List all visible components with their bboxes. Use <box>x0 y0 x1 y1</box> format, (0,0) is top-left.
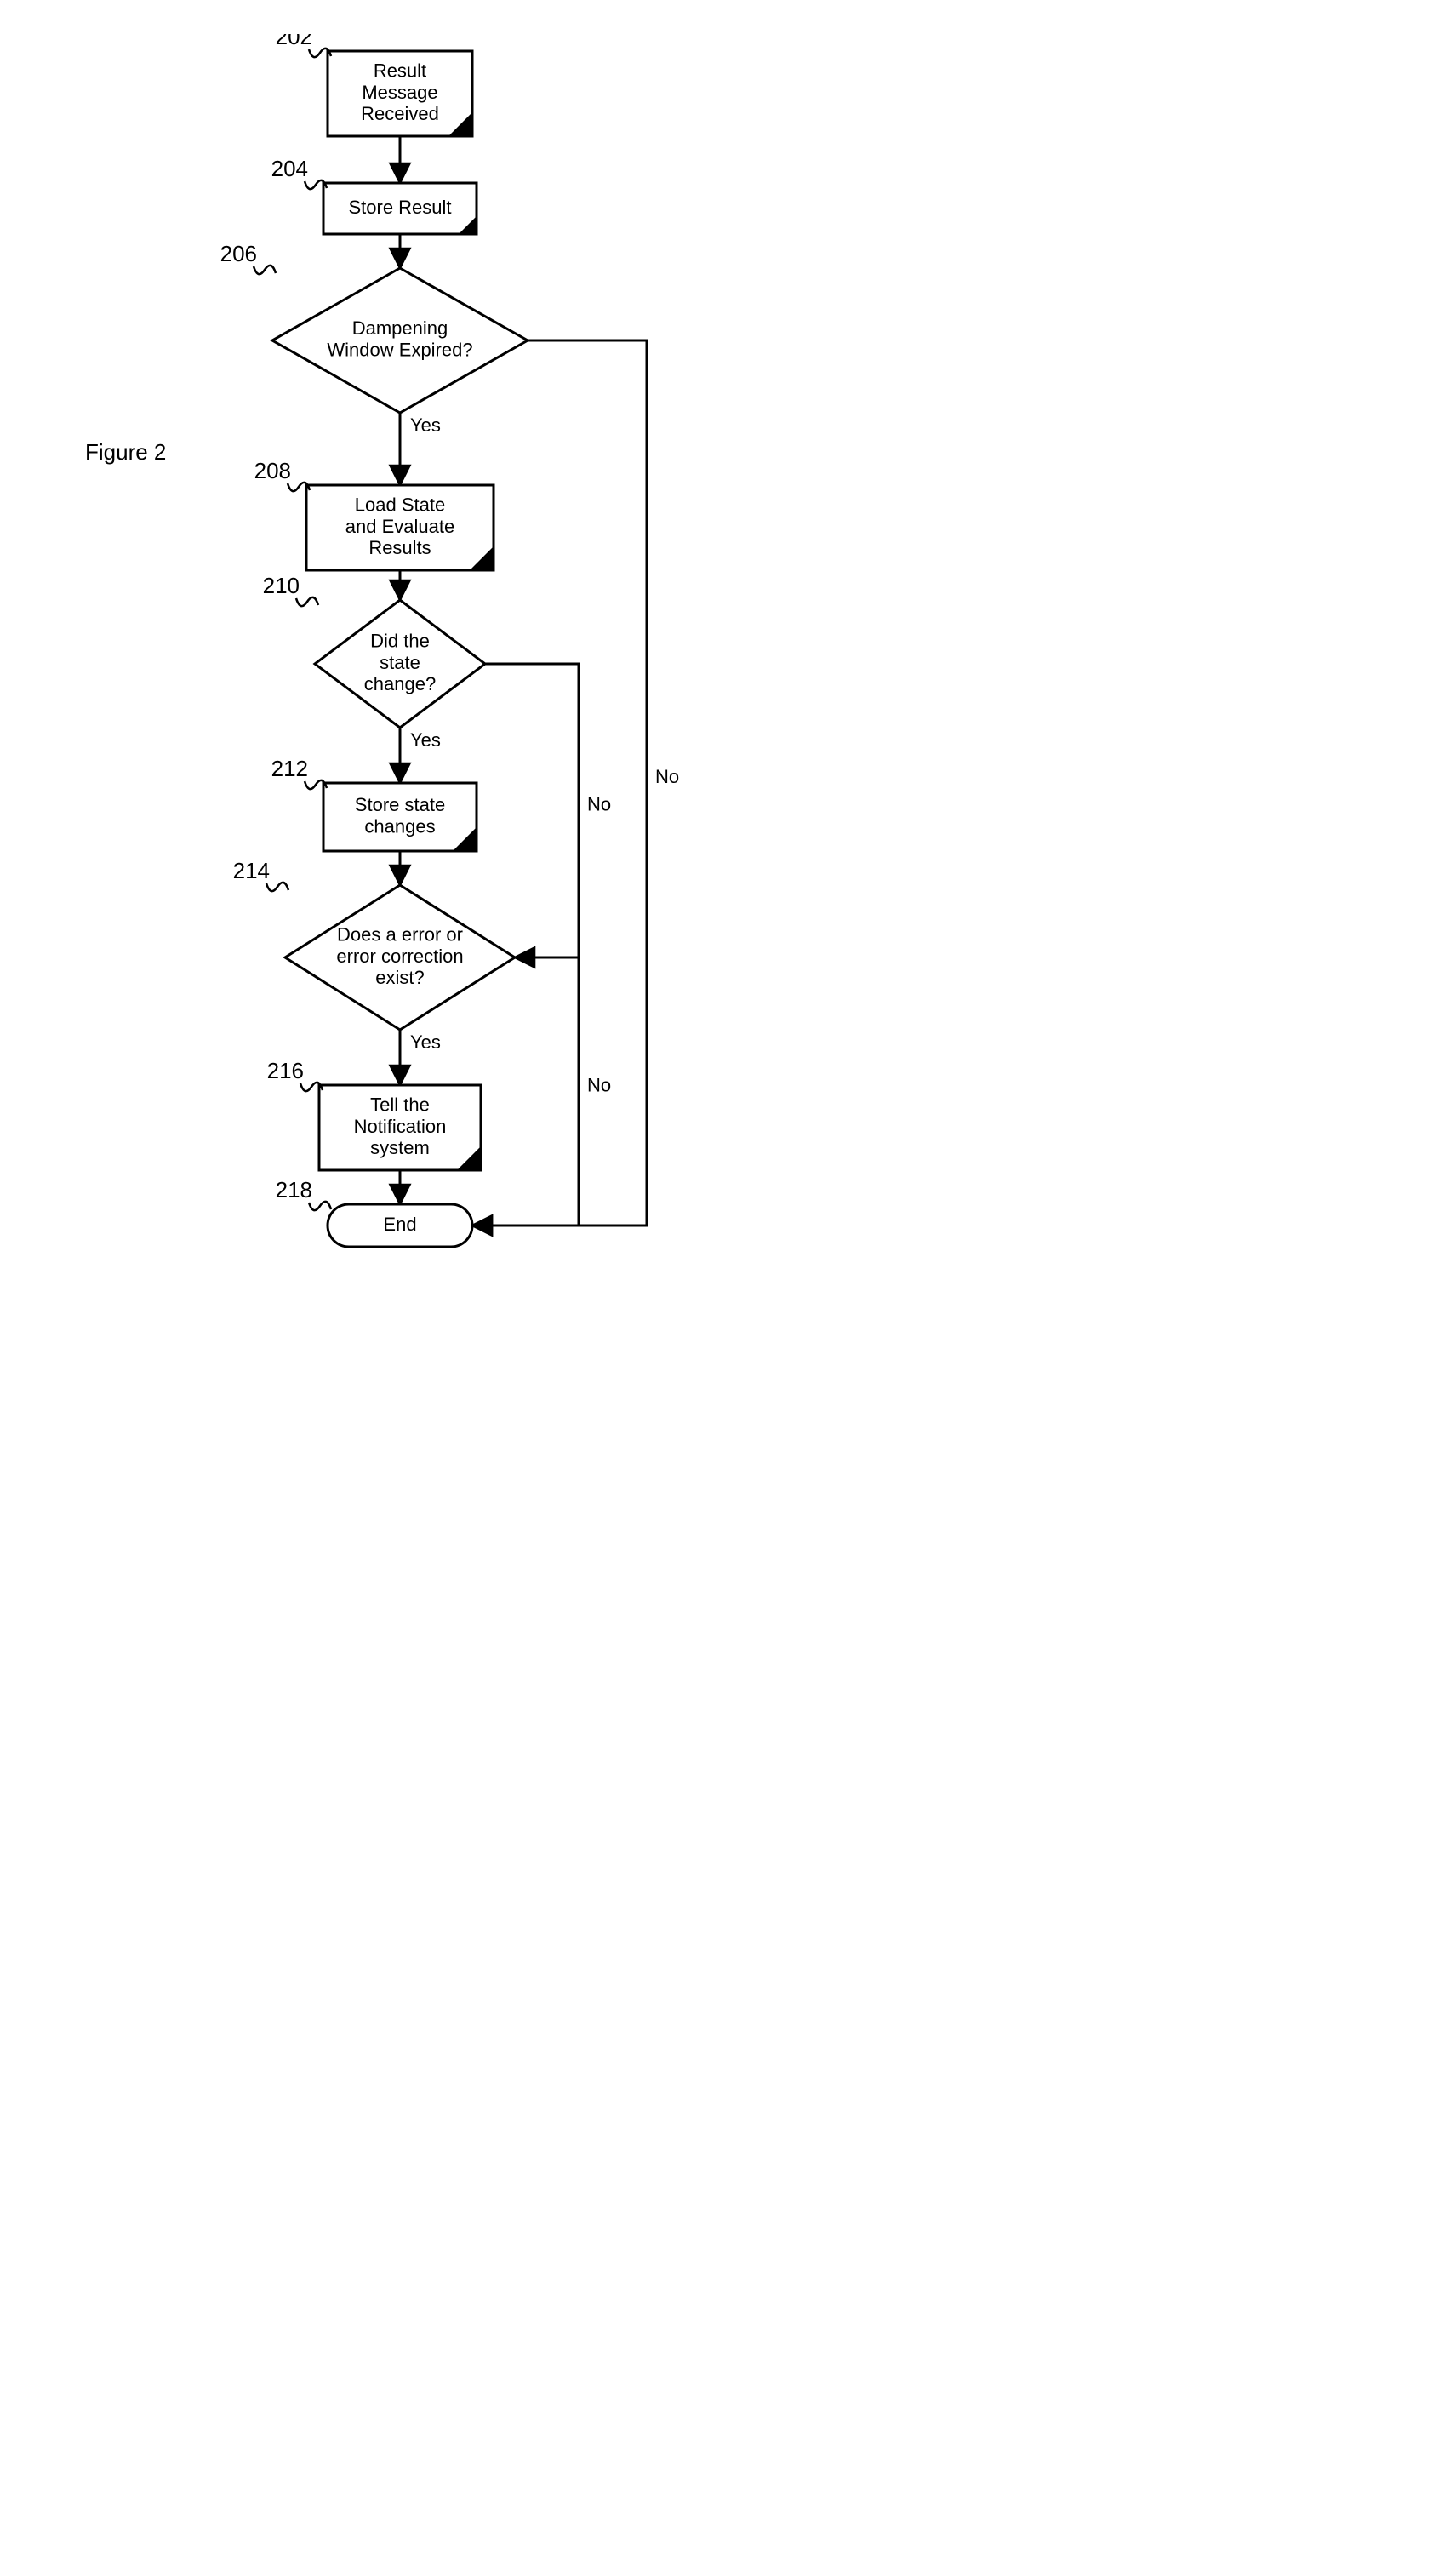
edge-label: No <box>587 1075 611 1096</box>
node-text: Store state <box>355 794 445 815</box>
node-text: End <box>383 1214 416 1235</box>
node-n208: Load Stateand EvaluateResults 208 <box>254 458 494 570</box>
node-n204: Store Result 204 <box>271 156 477 234</box>
node-n210: Did thestatechange? 210 <box>263 573 485 728</box>
edge-label: Yes <box>410 414 441 436</box>
node-text: changes <box>364 815 435 837</box>
node-text: Received <box>361 103 439 124</box>
node-ref-number: 204 <box>271 156 308 181</box>
node-text: exist? <box>375 967 424 988</box>
node-n212: Store statechanges 212 <box>271 756 477 851</box>
edge-label: Yes <box>410 729 441 751</box>
flowchart-figure: Yes Yes Yes No No No ResultMessageReceived 202 S… <box>34 34 1422 1311</box>
node-n202: ResultMessageReceived 202 <box>276 34 472 136</box>
node-text: change? <box>364 673 436 694</box>
node-text: Notification <box>354 1116 447 1137</box>
edge-label: Yes <box>410 1031 441 1053</box>
node-text: state <box>380 652 420 673</box>
node-text: Does a error or <box>337 924 463 946</box>
node-text: Did the <box>370 631 430 652</box>
node-ref-number: 206 <box>220 241 257 266</box>
node-text: Store Result <box>348 197 451 218</box>
nodes-group: ResultMessageReceived 202 Store Result 204 D… <box>220 34 528 1247</box>
node-text: Load State <box>355 494 445 516</box>
figure-caption: Figure 2 <box>85 439 166 465</box>
node-text: Result <box>374 60 426 82</box>
node-ref-number: 216 <box>267 1058 304 1083</box>
node-text: Dampening <box>352 317 448 339</box>
node-n218: End 218 <box>276 1177 472 1247</box>
flowchart-svg: Yes Yes Yes No No No ResultMessageReceived 202 S… <box>34 34 762 1311</box>
node-n216: Tell theNotificationsystem 216 <box>267 1058 481 1170</box>
node-text: Window Expired? <box>327 339 472 360</box>
edge-label: No <box>655 766 679 787</box>
node-text: Results <box>368 537 431 558</box>
node-text: Tell the <box>370 1094 430 1116</box>
node-text: Message <box>362 82 437 103</box>
node-ref-number: 218 <box>276 1177 312 1203</box>
node-n206: DampeningWindow Expired? 206 <box>220 241 528 413</box>
node-n214: Does a error orerror correctionexist? 214 <box>233 858 515 1030</box>
node-text: error correction <box>336 946 463 967</box>
node-ref-number: 208 <box>254 458 291 483</box>
node-text: system <box>370 1137 430 1158</box>
edge-label: No <box>587 794 611 815</box>
node-ref-number: 210 <box>263 573 300 598</box>
node-ref-number: 212 <box>271 756 308 781</box>
node-ref-number: 214 <box>233 858 270 883</box>
node-ref-number: 202 <box>276 34 312 49</box>
node-text: and Evaluate <box>345 516 454 537</box>
